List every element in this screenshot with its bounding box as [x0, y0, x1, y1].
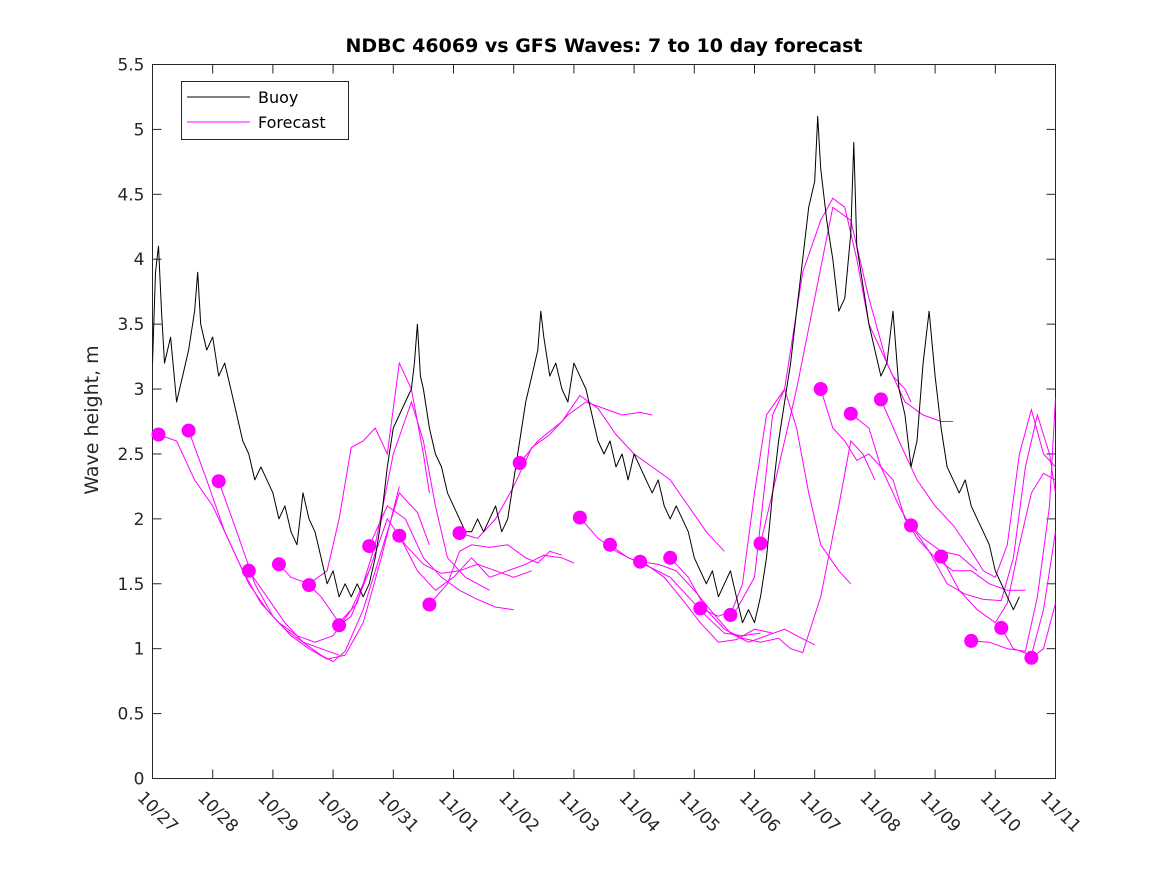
x-tick-label: 10/31	[374, 788, 423, 837]
forecast-marker	[181, 423, 196, 438]
forecast-line	[429, 544, 563, 605]
forecast-marker	[663, 550, 678, 565]
forecast-marker	[904, 518, 918, 533]
forecast-line	[971, 398, 1056, 652]
plot-series	[152, 115, 1056, 663]
legend-forecast-label: Forecast	[258, 113, 326, 132]
forecast-line	[459, 401, 653, 539]
forecast-line	[940, 472, 1056, 624]
legend: Buoy Forecast	[181, 81, 349, 140]
forecast-marker	[1024, 650, 1039, 665]
x-tick-label: 11/01	[434, 788, 483, 837]
y-tick-label: 4.5	[117, 185, 144, 205]
x-tick-label: 11/10	[976, 788, 1025, 837]
forecast-marker	[813, 382, 828, 396]
buoy-line	[152, 115, 1020, 624]
x-tick-label: 10/29	[253, 788, 302, 837]
x-tick-label: 10/30	[314, 788, 363, 837]
forecast-marker	[633, 554, 648, 569]
forecast-marker	[934, 549, 949, 564]
legend-buoy-label: Buoy	[258, 88, 298, 107]
forecast-marker	[693, 601, 708, 616]
forecast-line	[188, 430, 370, 643]
y-tick-label: 0.5	[117, 705, 144, 725]
y-tick-label: 3	[134, 380, 145, 400]
forecast-line	[880, 399, 1056, 579]
forecast-marker	[994, 620, 1009, 635]
chart-title: NDBC 46069 vs GFS Waves: 7 to 10 day for…	[345, 35, 862, 57]
y-tick-label: 5	[134, 120, 145, 140]
x-tick-label: 11/05	[675, 788, 724, 837]
forecast-marker	[422, 597, 437, 612]
forecast-marker	[873, 392, 888, 407]
x-tick-label: 11/11	[1036, 788, 1085, 837]
forecast-markers	[151, 382, 1039, 665]
forecast-line	[158, 434, 340, 656]
forecast-line	[910, 413, 1056, 602]
x-tick-label: 11/08	[855, 788, 904, 837]
forecast-line	[669, 439, 876, 654]
forecast-marker	[271, 557, 286, 572]
forecast-marker	[572, 510, 587, 525]
forecast-line	[368, 505, 514, 611]
forecast-line	[760, 206, 954, 544]
y-axis-ticks: 0 0.5 1 1.5 2 2.5 3 3.5 4 4.5 5 5.5	[117, 56, 1056, 790]
y-tick-label: 2.5	[117, 445, 144, 465]
forecast-line	[700, 387, 852, 617]
forecast-marker	[302, 578, 316, 593]
forecast-marker	[452, 526, 467, 541]
forecast-marker	[964, 633, 979, 648]
y-tick-label: 1.5	[117, 575, 144, 595]
forecast-marker	[512, 456, 527, 470]
forecast-line	[248, 491, 430, 663]
forecast-line	[519, 394, 725, 552]
x-tick-label: 11/07	[795, 788, 844, 837]
plot-area-frame	[152, 64, 1056, 779]
forecast-marker	[753, 536, 768, 551]
forecast-marker	[723, 607, 738, 622]
y-tick-label: 0	[134, 770, 145, 790]
forecast-marker	[241, 563, 256, 578]
legend-box	[181, 81, 349, 140]
forecast-marker	[211, 474, 226, 489]
y-tick-label: 3.5	[117, 315, 144, 335]
forecast-marker	[362, 539, 377, 554]
y-tick-label: 2	[134, 510, 145, 530]
forecast-line	[640, 561, 815, 646]
y-axis-label: Wave height, m	[81, 345, 103, 494]
forecast-line	[850, 413, 1026, 591]
forecast-marker	[603, 537, 617, 552]
x-tick-label: 10/27	[133, 788, 182, 837]
x-tick-label: 11/02	[494, 788, 543, 837]
x-tick-label: 11/06	[735, 788, 784, 837]
x-axis-ticks: 10/27 10/28 10/29 10/30 10/31 11/01 11/02 11/03…	[133, 64, 1085, 837]
forecast-marker	[392, 528, 407, 543]
y-tick-label: 5.5	[117, 56, 144, 76]
y-tick-label: 1	[134, 640, 145, 660]
forecast-line	[398, 535, 575, 591]
forecast-marker	[332, 618, 347, 633]
x-tick-label: 11/09	[916, 788, 965, 837]
x-tick-label: 10/28	[193, 788, 242, 837]
forecast-marker	[843, 406, 858, 421]
x-tick-label: 11/04	[615, 788, 664, 837]
forecast-line	[338, 517, 532, 626]
forecast-line	[308, 400, 490, 624]
y-tick-label: 4	[134, 250, 145, 270]
forecast-marker	[151, 427, 166, 442]
x-tick-label: 11/03	[554, 788, 603, 837]
